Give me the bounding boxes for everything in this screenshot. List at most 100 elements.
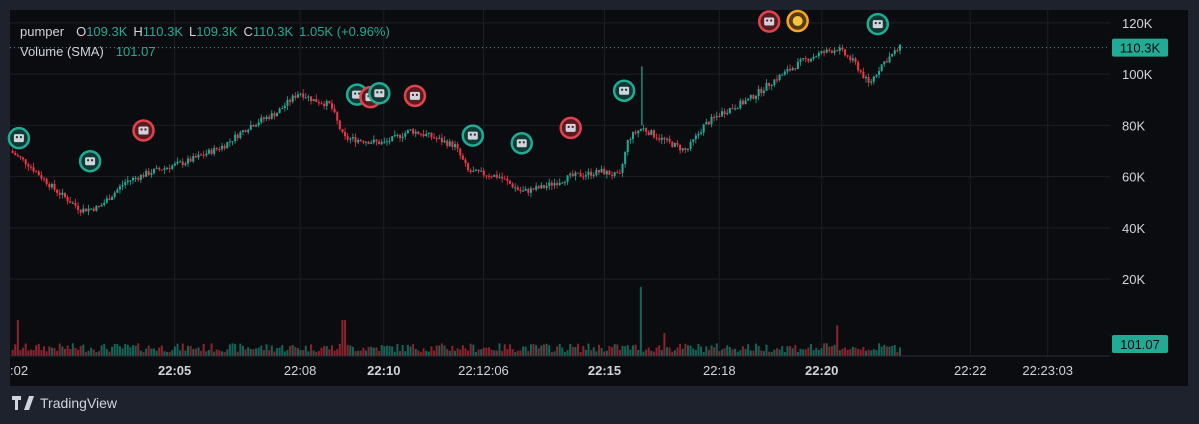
volume-bar — [378, 351, 381, 356]
candle-body — [582, 176, 585, 178]
volume-bar — [16, 320, 19, 356]
volume-bar — [760, 350, 763, 356]
trade-marker-green[interactable] — [866, 12, 889, 36]
volume-bar — [113, 344, 116, 356]
volume-bar — [870, 350, 873, 356]
candle-body — [299, 93, 302, 95]
volume-bar — [186, 345, 190, 356]
candle-body — [467, 163, 470, 171]
tradingview-branding[interactable]: TradingView — [12, 395, 117, 411]
volume-bar — [417, 350, 420, 356]
trade-marker-green[interactable] — [461, 124, 485, 147]
volume-bar — [205, 351, 208, 356]
volume-bar — [56, 350, 59, 356]
volume-bar — [786, 346, 789, 356]
volume-bar — [872, 349, 875, 356]
candle-body — [453, 144, 457, 148]
robot-eye — [415, 93, 418, 96]
volume-bar — [32, 350, 35, 356]
volume-bar — [221, 351, 224, 356]
trade-marker-red[interactable] — [132, 119, 155, 142]
candle-body — [443, 140, 446, 143]
robot-icon — [516, 139, 527, 148]
volume-bar — [92, 349, 95, 356]
volume-bar — [446, 349, 449, 356]
candle-body — [14, 152, 17, 156]
candle-body — [396, 134, 399, 136]
trade-marker-green[interactable] — [78, 149, 102, 173]
trade-marker-orange[interactable] — [786, 9, 809, 33]
candle-body — [626, 140, 629, 153]
volume-bar — [286, 350, 289, 356]
volume-bar — [676, 347, 679, 356]
candle-body — [317, 102, 320, 104]
candle-body — [574, 172, 577, 177]
candle-body — [870, 81, 873, 83]
x-tick-label: 22:12:06 — [458, 363, 509, 378]
trade-marker-red[interactable] — [403, 84, 427, 108]
candle-body — [571, 173, 574, 177]
volume-bar — [241, 345, 244, 356]
candle-body — [713, 116, 716, 118]
candle-body — [851, 58, 854, 61]
candle-body — [323, 103, 326, 107]
candle-body — [419, 134, 422, 136]
candle-body — [888, 56, 891, 63]
candle-body — [61, 192, 64, 195]
candle-body — [63, 192, 66, 198]
candle-body — [786, 68, 789, 72]
candle-body — [409, 129, 412, 131]
trade-marker-green[interactable] — [7, 126, 31, 150]
candle-body — [383, 141, 386, 143]
volume-bar — [249, 348, 252, 356]
y-tick-label: 60K — [1122, 170, 1145, 185]
last-price-badge[interactable] — [1112, 38, 1168, 57]
volume-bar — [741, 346, 744, 356]
trade-marker-red[interactable] — [559, 116, 582, 140]
candle-body — [265, 116, 268, 120]
trade-marker-red[interactable] — [757, 10, 781, 33]
candle-body — [663, 137, 666, 140]
candle-body — [817, 52, 820, 57]
robot-eye — [380, 91, 383, 94]
candle-body — [330, 103, 333, 109]
volume-bar — [757, 345, 760, 356]
volume-bar — [770, 352, 773, 356]
robot-eye — [625, 88, 628, 91]
candle-body — [22, 157, 25, 160]
candle-body — [639, 128, 642, 131]
candle-body — [87, 208, 90, 212]
trade-marker-green[interactable] — [612, 79, 636, 102]
volume-bar — [155, 350, 158, 356]
candle-body — [134, 177, 137, 179]
y-tick-label: 100K — [1122, 67, 1153, 82]
volume-bar — [631, 345, 635, 356]
close-value: 110.3K — [252, 24, 294, 39]
volume-bar — [354, 351, 357, 356]
candle-body — [495, 174, 498, 178]
volume-label[interactable]: Volume (SMA) — [20, 44, 104, 59]
trade-marker-green[interactable] — [368, 82, 391, 105]
y-tick-label: 80K — [1122, 118, 1145, 133]
volume-bar — [893, 345, 896, 356]
volume-bar — [838, 350, 841, 356]
candle-body — [275, 113, 279, 117]
candle-body — [503, 178, 506, 180]
candle-body — [783, 71, 786, 75]
candle-body — [569, 173, 572, 176]
volume-bar — [736, 351, 739, 356]
candle-body — [844, 49, 847, 56]
candle-body — [896, 50, 899, 52]
symbol-name[interactable]: pumper — [20, 24, 65, 39]
candle-body — [58, 192, 61, 195]
candle-body — [485, 175, 488, 177]
candle-body — [166, 167, 169, 169]
trade-marker-green[interactable] — [510, 132, 533, 155]
volume-bar — [132, 345, 135, 356]
volume-bar — [621, 345, 624, 356]
volume-bar — [597, 344, 600, 356]
volume-badge[interactable] — [1112, 335, 1168, 353]
volume-bar — [828, 346, 831, 356]
volume-bar — [702, 352, 705, 356]
